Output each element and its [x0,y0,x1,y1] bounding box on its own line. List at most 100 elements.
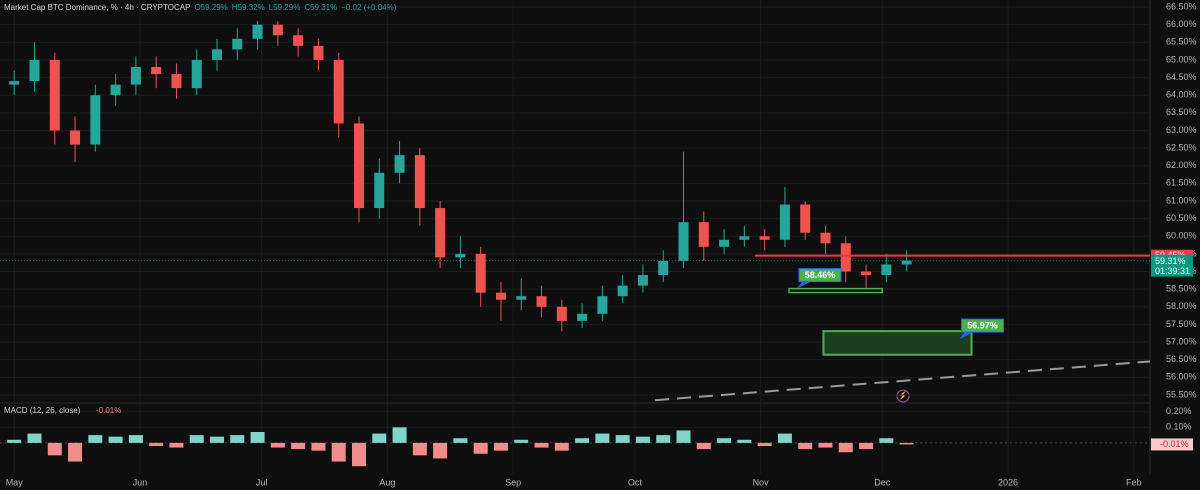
macd-bar [717,438,732,443]
candle-body [394,155,405,173]
macd-value-axis-label: -0.01% [1160,439,1189,449]
candle-body [597,296,608,314]
trendline [655,360,1151,402]
y-tick-label: 64.50% [1166,72,1197,82]
macd-bar [453,438,468,443]
candle-body [110,84,121,96]
y-tick-label: 64.00% [1166,90,1197,100]
support-callout-box [798,268,842,283]
legend-value: −0.02 (+0.04%) [341,3,396,12]
macd-tick-label: 0.10% [1166,422,1192,432]
legend-value: C59.31% [304,3,337,12]
macd-bar [737,439,752,443]
y-tick-label: 61.00% [1166,195,1197,205]
candle-body [353,123,364,209]
macd-bar [696,442,711,450]
candle-body [820,232,831,244]
x-tick-label: Aug [379,477,395,487]
y-tick-label: 65.00% [1166,54,1197,64]
macd-bar [331,442,346,462]
macd-bar [554,442,569,451]
macd-bar [351,442,366,467]
support-callout-pointer [796,280,813,289]
macd-bar [189,435,204,443]
candle-body [232,38,243,50]
candle-body [698,222,709,247]
macd-bar [250,432,265,443]
x-tick-label: May [6,477,24,487]
candle-body [212,49,223,60]
x-tick-label: Feb [1126,477,1142,487]
candle-body [779,204,790,240]
macd-value-box [1151,438,1193,451]
macd-bar [149,442,164,446]
macd-bar [777,433,792,443]
macd-bar [676,430,691,443]
macd-bar [899,442,914,445]
candle-body [719,239,730,247]
candle-body [840,243,851,272]
macd-tick-label: 0.20% [1166,406,1192,416]
macd-bar [291,442,306,450]
macd-bar [656,435,671,443]
candle-body [658,260,669,276]
macd-bar [433,442,448,459]
candle-body [70,130,81,145]
macd-bar [534,442,549,448]
candle-body [678,222,689,261]
candle-body [536,296,547,307]
candle-body [272,24,283,36]
event-icon[interactable] [896,389,910,403]
candle-body [313,45,324,60]
candle-body [617,285,628,297]
candle-body [9,81,20,85]
target-callout-label: 56.97% [967,320,998,330]
candle-body [333,59,344,124]
x-tick-label: Nov [753,477,770,487]
support-callout-label: 58.46% [805,270,836,280]
macd-bar [595,433,610,443]
x-tick-label: Jul [256,477,268,487]
macd-bar [757,442,772,446]
macd-bar [575,438,590,443]
candle-body [151,67,162,75]
macd-bar [838,442,853,453]
legend-value: H59.32% [232,3,265,12]
macd-bar [412,442,427,456]
macd-bar [372,433,387,443]
legend-value: O59.29% [194,3,227,12]
candle-body [901,260,912,265]
macd-bar [493,442,508,451]
x-tick-label: Sep [505,477,521,487]
candle-body [90,95,101,145]
candle-body [556,306,567,321]
candle-body [414,155,425,209]
candle-body [252,24,263,39]
candle-body [130,67,141,85]
last-price-box [1151,254,1193,277]
macd-bar [270,442,285,448]
y-tick-label: 60.00% [1166,231,1197,241]
target-callout-box [961,318,1005,333]
candle-body [191,59,202,89]
x-tick-label: Jun [133,477,148,487]
candle-body [171,74,182,89]
macd-bar [615,435,630,443]
candle-body [29,59,40,82]
y-tick-label: 65.50% [1166,37,1197,47]
title-text: Market Cap BTC Dominance, % · 4h · CRYPT… [4,3,190,12]
macd-bar [210,436,225,443]
y-tick-label: 63.50% [1166,107,1197,117]
y-tick-label: 58.00% [1166,301,1197,311]
macd-value-label: -0.01% [96,406,121,415]
y-tick-label: 62.00% [1166,160,1197,170]
macd-bar [47,442,62,456]
candle-body [495,292,506,300]
candle-body [759,236,770,240]
macd-bar [818,442,833,448]
macd-bar [514,439,529,443]
macd-bar [473,442,488,454]
macd-bar [27,433,42,443]
